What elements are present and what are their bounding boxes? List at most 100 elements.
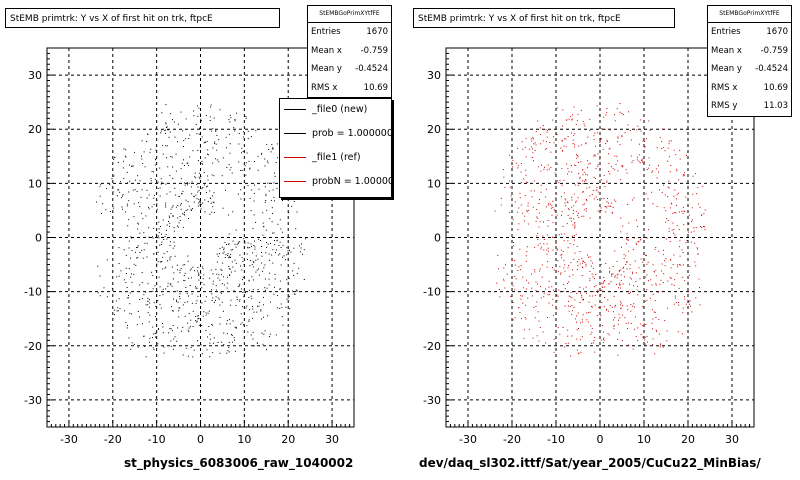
data-point — [582, 260, 584, 262]
data-point — [133, 263, 135, 265]
data-point — [595, 145, 597, 147]
data-point — [573, 218, 575, 220]
data-point — [123, 148, 125, 150]
data-point — [676, 194, 678, 196]
data-point — [667, 280, 669, 282]
data-point — [678, 229, 680, 230]
data-point — [238, 300, 240, 302]
data-point — [620, 217, 622, 219]
data-point — [530, 138, 532, 140]
data-point — [563, 267, 565, 269]
data-point — [239, 241, 241, 243]
data-point — [122, 194, 124, 196]
data-point — [589, 280, 591, 282]
data-point — [606, 108, 608, 109]
data-point — [663, 184, 665, 186]
data-point — [159, 187, 161, 189]
data-point — [621, 166, 623, 168]
data-point — [679, 158, 681, 160]
data-point — [647, 341, 648, 343]
data-point — [184, 272, 186, 274]
data-point — [223, 251, 225, 253]
data-point — [648, 164, 650, 166]
data-point — [520, 204, 522, 206]
data-point — [587, 183, 589, 185]
data-point — [608, 334, 610, 336]
data-point — [154, 285, 156, 287]
data-point — [582, 174, 584, 176]
data-point — [611, 211, 613, 213]
data-point — [170, 156, 172, 157]
data-point — [577, 156, 579, 158]
data-point — [181, 193, 182, 195]
data-point — [261, 246, 263, 247]
data-point — [600, 263, 602, 265]
data-point — [569, 217, 571, 219]
data-point — [240, 313, 242, 315]
data-point — [548, 302, 550, 304]
data-point — [233, 290, 235, 292]
data-point — [610, 281, 612, 283]
stats-value: 11.03 — [763, 101, 788, 111]
data-point — [264, 201, 266, 203]
data-point — [587, 321, 589, 323]
y-tick-label: -30 — [423, 394, 441, 407]
legend-label: probN = 1.000000 — [312, 175, 392, 187]
data-point — [279, 253, 281, 255]
data-point — [618, 270, 620, 271]
data-point — [264, 165, 266, 167]
data-point — [527, 202, 529, 204]
data-point — [528, 148, 530, 150]
data-point — [215, 289, 217, 291]
data-point — [281, 307, 283, 309]
data-point — [139, 316, 140, 318]
data-point — [215, 299, 216, 301]
data-point — [582, 288, 584, 290]
data-point — [265, 200, 267, 201]
data-point — [146, 140, 148, 142]
data-point — [254, 240, 255, 242]
data-point — [127, 324, 128, 326]
data-point — [540, 134, 542, 135]
data-point — [264, 186, 266, 188]
data-point — [139, 232, 141, 234]
data-point — [606, 111, 608, 113]
y-tick-label: -20 — [423, 340, 441, 353]
data-point — [545, 196, 547, 198]
data-point — [682, 174, 684, 176]
data-point — [197, 295, 199, 297]
data-point — [513, 242, 514, 243]
data-point — [130, 276, 132, 278]
data-point — [619, 179, 621, 181]
data-point — [174, 136, 176, 138]
data-point — [252, 227, 254, 229]
data-point — [176, 299, 177, 301]
data-point — [274, 244, 276, 246]
data-point — [578, 352, 580, 354]
data-point — [632, 199, 633, 201]
data-point — [159, 195, 161, 197]
data-point — [213, 337, 215, 339]
data-point — [647, 261, 649, 263]
data-point — [160, 178, 162, 180]
data-point — [161, 130, 163, 132]
data-point — [683, 224, 685, 226]
data-point — [272, 189, 274, 191]
data-point — [109, 184, 111, 186]
data-point — [99, 275, 101, 277]
data-point — [228, 266, 230, 267]
stats-row: Entries 1670 — [708, 23, 791, 42]
data-point — [212, 324, 214, 326]
data-point — [644, 336, 646, 338]
data-point — [672, 212, 674, 214]
data-point — [693, 230, 695, 232]
stats-row: Entries 1670 — [308, 23, 391, 42]
data-point — [273, 200, 275, 202]
data-point — [131, 281, 133, 283]
data-point — [582, 182, 584, 184]
data-point — [161, 261, 163, 263]
data-point — [143, 151, 145, 153]
data-point — [643, 323, 645, 325]
data-point — [547, 204, 549, 206]
data-point — [583, 298, 584, 300]
